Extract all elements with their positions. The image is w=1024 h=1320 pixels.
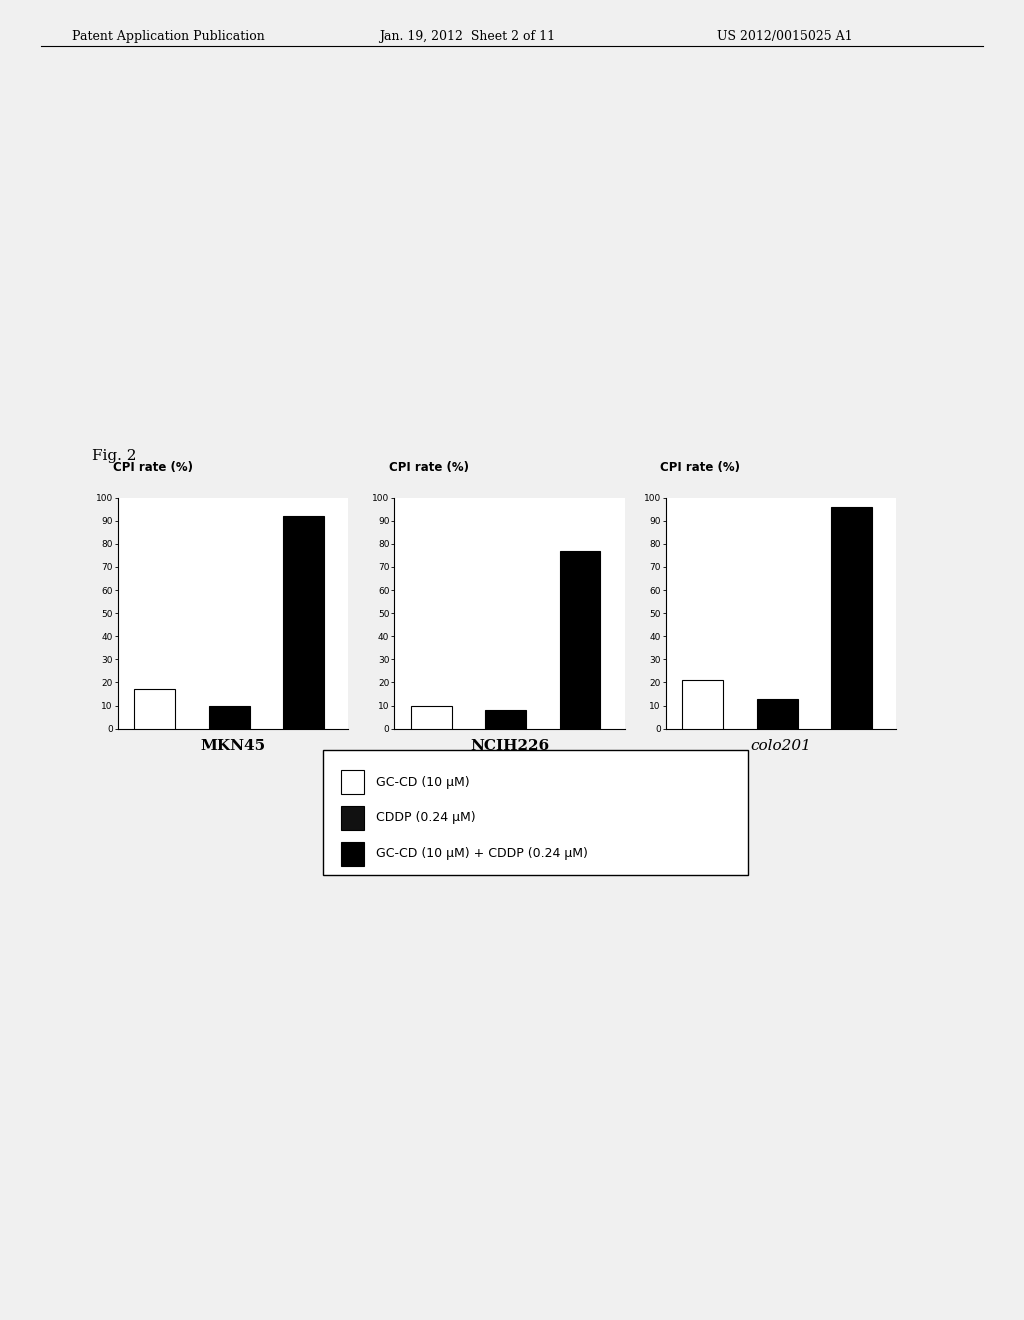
Bar	[411, 705, 452, 729]
Text: Jan. 19, 2012  Sheet 2 of 11: Jan. 19, 2012 Sheet 2 of 11	[379, 30, 555, 44]
Bar	[757, 698, 798, 729]
Text: CPI rate (%): CPI rate (%)	[660, 461, 740, 474]
Bar	[830, 507, 871, 729]
Bar	[485, 710, 526, 729]
Text: GC-CD (10 μM) + CDDP (0.24 μM): GC-CD (10 μM) + CDDP (0.24 μM)	[376, 847, 588, 861]
Bar	[283, 516, 324, 729]
Bar	[134, 689, 175, 729]
Text: MKN45: MKN45	[201, 739, 265, 754]
Text: CPI rate (%): CPI rate (%)	[113, 461, 193, 474]
Text: CDDP (0.24 μM): CDDP (0.24 μM)	[376, 812, 475, 824]
Bar	[682, 680, 723, 729]
Text: Patent Application Publication: Patent Application Publication	[72, 30, 264, 44]
Text: colo201: colo201	[751, 739, 811, 754]
Text: Fig. 2: Fig. 2	[92, 449, 136, 463]
Text: NCIH226: NCIH226	[470, 739, 549, 754]
Bar	[559, 550, 600, 729]
Text: GC-CD (10 μM): GC-CD (10 μM)	[376, 776, 469, 788]
Bar	[209, 705, 250, 729]
Text: US 2012/0015025 A1: US 2012/0015025 A1	[717, 30, 852, 44]
Text: CPI rate (%): CPI rate (%)	[389, 461, 469, 474]
